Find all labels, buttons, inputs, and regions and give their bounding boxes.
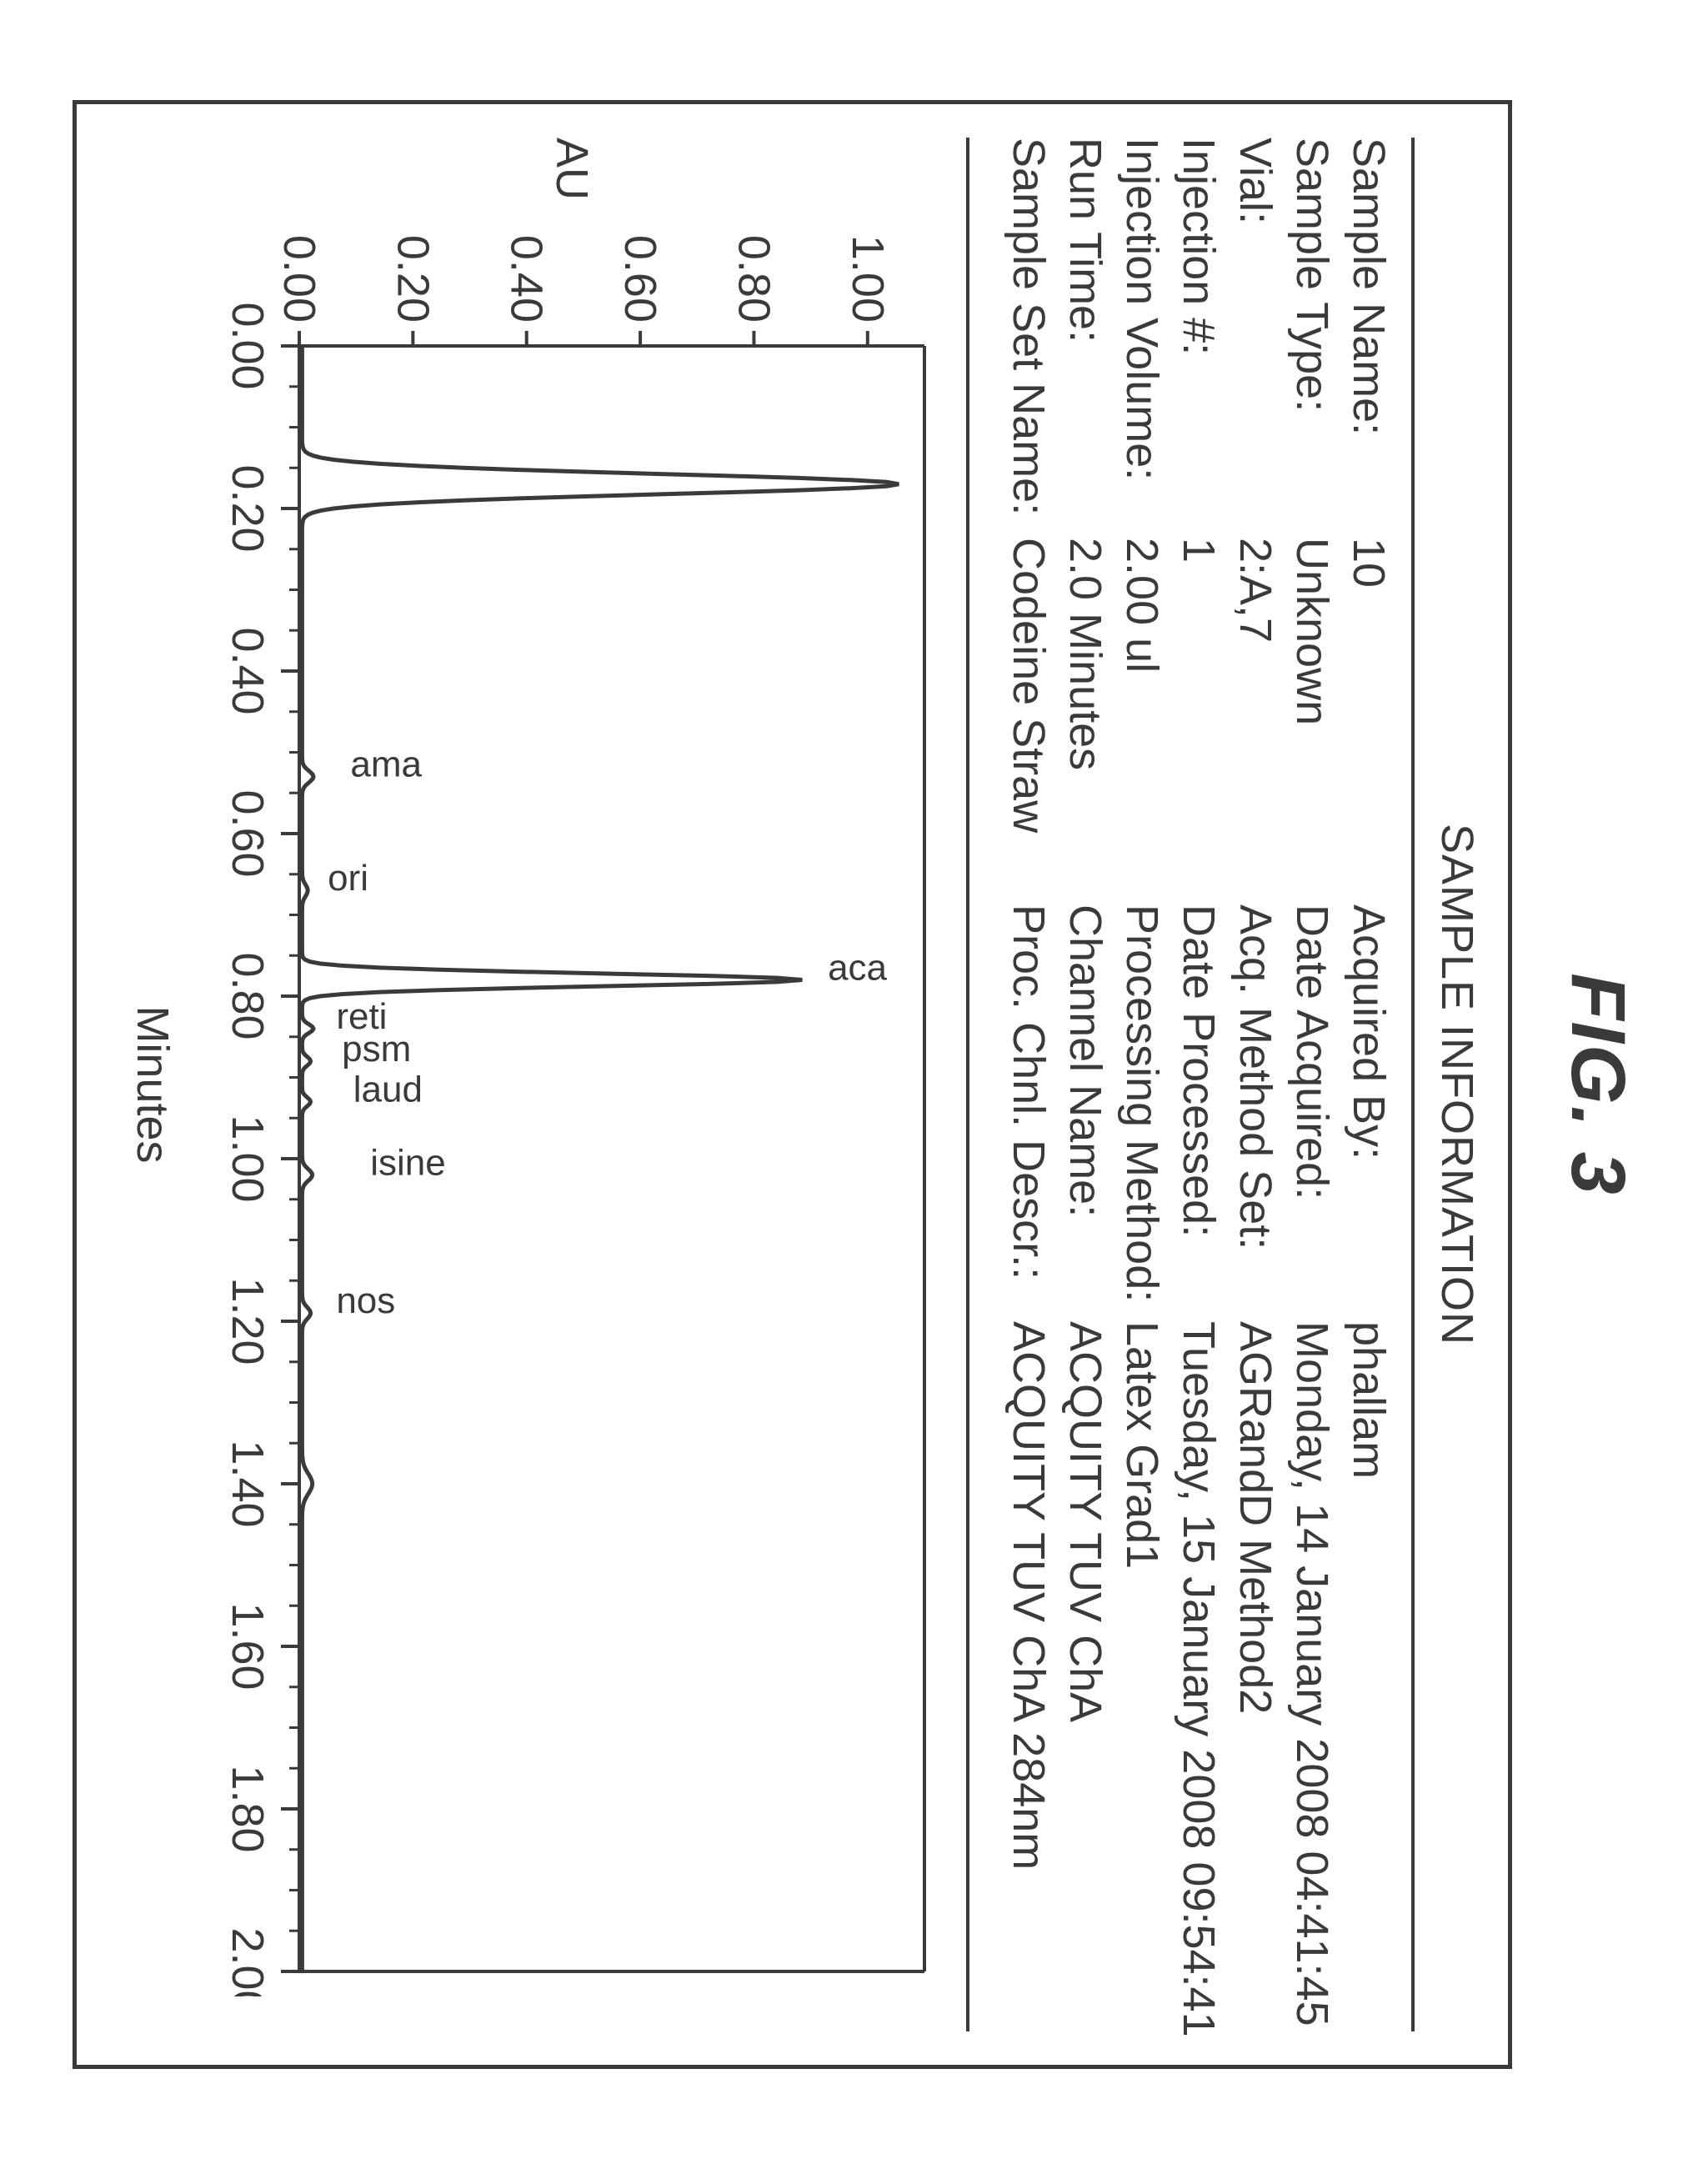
info-label: Sample Type: — [1286, 138, 1338, 538]
x-tick-label: 0.00 — [223, 302, 273, 389]
info-label: Proc. Chnl. Descr.: — [1003, 904, 1054, 1321]
peak-label: isine — [370, 1143, 446, 1184]
info-value: ACQUITY TUV ChA 284nm — [1003, 1321, 1054, 2037]
x-axis-label: Minutes — [127, 138, 178, 2031]
x-tick-label: 1.60 — [223, 1602, 273, 1690]
x-tick-label: 0.80 — [223, 952, 273, 1039]
info-value: Monday, 14 January 2008 04:41:45 — [1286, 1321, 1338, 2037]
info-label: Run Time: — [1059, 138, 1111, 538]
info-label: Sample Name: — [1343, 138, 1395, 538]
info-value: 2.00 ul — [1116, 538, 1168, 904]
peak-label: ori — [328, 858, 368, 899]
info-value: AGRandD Method2 — [1230, 1321, 1281, 2037]
chromatogram-chart: AU 0.000.200.400.600.801.000.000.200.400… — [195, 138, 949, 2031]
chromatogram-svg: 0.00 0.20 0.40 0.60 0.80 1.00 0.00 0.20 0.40 0.60… — [199, 221, 949, 1996]
info-label: Date Acquired: — [1286, 904, 1338, 1321]
info-value: 1 — [1173, 538, 1225, 904]
info-value: Latex Grad1 — [1116, 1321, 1168, 2037]
info-label: Injection Volume: — [1116, 138, 1168, 538]
report-frame: SAMPLE INFORMATION Sample Name:10Acquire… — [73, 100, 1512, 2069]
info-label: Channel Name: — [1059, 904, 1111, 1321]
peak-label: laud — [353, 1069, 423, 1110]
info-value: 2:A,7 — [1230, 538, 1281, 904]
x-tick-label: 1.40 — [223, 1440, 273, 1527]
info-label: Sample Set Name: — [1003, 138, 1054, 538]
info-value: ACQUITY TUV ChA — [1059, 1321, 1111, 2037]
y-tick-label: 1.00 — [843, 235, 893, 323]
info-value: Codeine Straw — [1003, 538, 1054, 904]
info-label: Date Processed: — [1173, 904, 1225, 1321]
peak-label: ama — [350, 744, 422, 785]
y-tick-label: 0.60 — [615, 235, 665, 323]
peak-label: aca — [828, 948, 887, 989]
x-tick-label: 0.60 — [223, 789, 273, 877]
x-tick-label: 2.00 — [223, 1927, 273, 1996]
y-axis-label: AU — [547, 138, 599, 188]
y-tick-label: 0.20 — [388, 235, 438, 323]
info-label: Vial: — [1230, 138, 1281, 538]
y-tick-label: 0.40 — [502, 235, 552, 323]
section-title: SAMPLE INFORMATION — [1431, 138, 1483, 2031]
x-tick-label: 0.40 — [223, 627, 273, 714]
figure-title: FIG. 3 — [1554, 100, 1641, 2069]
info-label: Acq. Method Set: — [1230, 904, 1281, 1321]
info-value: phallam — [1343, 1321, 1395, 2037]
info-label: Acquired By: — [1343, 904, 1395, 1321]
divider — [1411, 138, 1415, 2031]
info-value: 10 — [1343, 538, 1395, 904]
sample-info-grid: Sample Name:10Acquired By:phallamSample … — [1003, 138, 1395, 2031]
info-value: Tuesday, 15 January 2008 09:54:41 — [1173, 1321, 1225, 2037]
x-tick-label: 1.00 — [223, 1115, 273, 1202]
info-value: 2.0 Minutes — [1059, 538, 1111, 904]
y-tick-label: 0.80 — [729, 235, 779, 323]
peak-label: nos — [336, 1280, 395, 1321]
x-tick-label: 1.20 — [223, 1277, 273, 1365]
info-label: Processing Method: — [1116, 904, 1168, 1321]
y-tick-label: 0.00 — [274, 235, 324, 323]
peak-label: psm — [342, 1029, 411, 1069]
info-value: Unknown — [1286, 538, 1338, 904]
x-tick-label: 1.80 — [223, 1765, 273, 1852]
divider-2 — [966, 138, 969, 2031]
info-label: Injection #: — [1173, 138, 1225, 538]
x-tick-label: 0.20 — [223, 464, 273, 552]
